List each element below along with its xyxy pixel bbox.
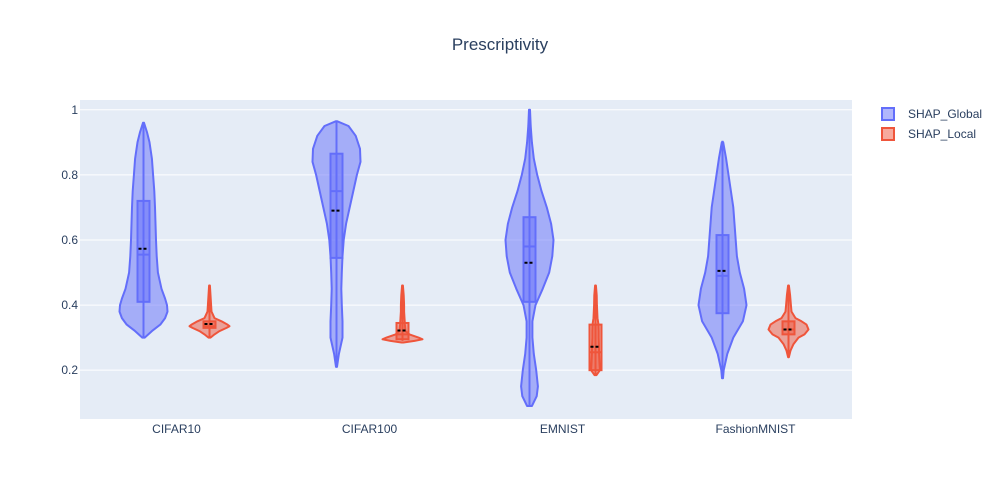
legend-label: SHAP_Local (908, 127, 976, 141)
legend-label: SHAP_Global (908, 107, 982, 121)
y-axis-ticks: 0.2 0.4 0.6 0.8 1 (61, 103, 78, 377)
violin-SHAP_Local-FashionMNIST (767, 284, 810, 359)
legend-item-SHAP_Local[interactable]: SHAP_Local (881, 127, 976, 141)
violin-box (715, 234, 730, 315)
legend-item-SHAP_Global[interactable]: SHAP_Global (881, 107, 982, 121)
legend[interactable]: SHAP_Global SHAP_Local (881, 107, 982, 141)
violin-box (522, 216, 537, 303)
violin-traces (118, 108, 810, 407)
legend-swatch (881, 127, 895, 141)
x-tick-label: FashionMNIST (715, 422, 796, 436)
x-tick-label: EMNIST (540, 422, 586, 436)
violin-SHAP_Local-CIFAR10 (188, 284, 231, 339)
violin-SHAP_Global-EMNIST (504, 108, 555, 407)
y-tick-label: 0.2 (61, 363, 78, 377)
y-tick-label: 0.8 (61, 168, 78, 182)
y-tick-label: 0.6 (61, 233, 78, 247)
y-tick-label: 0.4 (61, 298, 78, 312)
chart-title: Prescriptivity (452, 35, 549, 54)
x-axis-ticks: CIFAR10 CIFAR100 EMNIST FashionMNIST (152, 422, 796, 436)
violin-SHAP_Global-FashionMNIST (697, 140, 748, 380)
violin-box (329, 152, 344, 259)
x-tick-label: CIFAR10 (152, 422, 201, 436)
violin-box (781, 320, 796, 336)
violin-box (136, 199, 151, 303)
violin-SHAP_Global-CIFAR10 (118, 121, 169, 339)
violin-SHAP_Global-CIFAR100 (311, 120, 362, 368)
x-tick-label: CIFAR100 (342, 422, 398, 436)
y-tick-label: 1 (71, 103, 78, 117)
legend-swatch (881, 107, 895, 121)
violin-SHAP_Local-EMNIST (588, 284, 603, 377)
violin-SHAP_Local-CIFAR100 (381, 284, 424, 344)
